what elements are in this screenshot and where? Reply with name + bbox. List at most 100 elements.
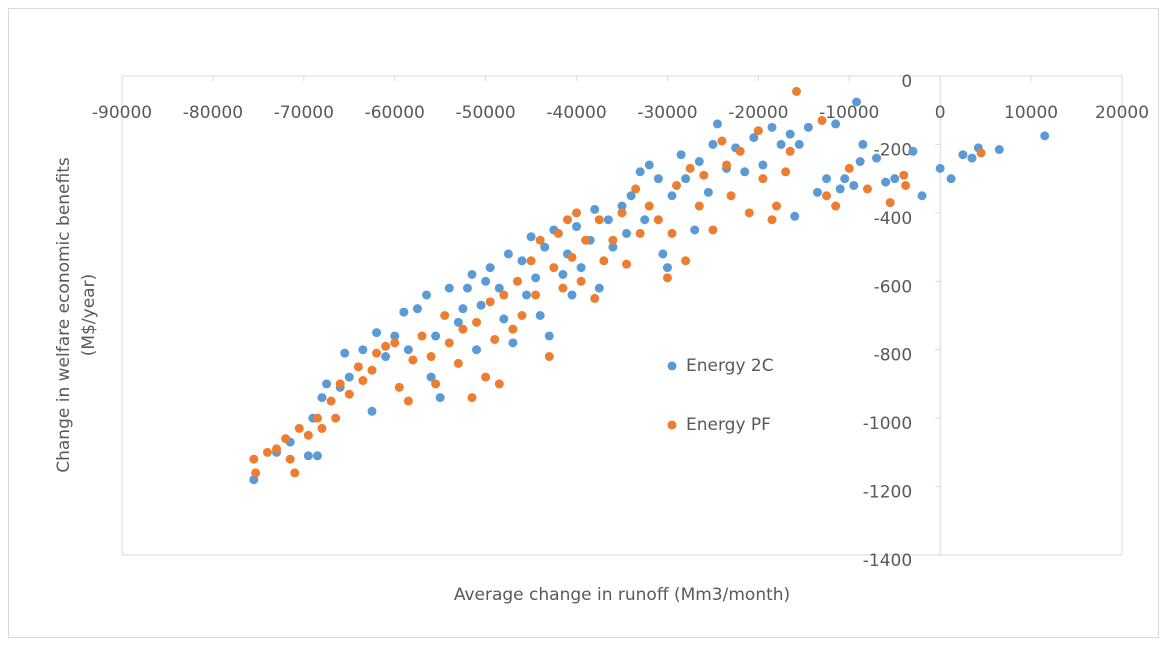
legend-label: Energy PF: [686, 415, 771, 435]
point: [531, 290, 541, 300]
point: [753, 126, 763, 136]
point: [303, 451, 313, 461]
point: [690, 225, 700, 235]
point: [658, 249, 668, 259]
point: [744, 208, 754, 218]
point: [444, 338, 454, 348]
point: [776, 139, 786, 149]
point: [899, 170, 909, 180]
x-axis-title: Average change in runoff (Mm3/month): [454, 585, 790, 605]
point: [408, 355, 418, 365]
point: [358, 345, 368, 355]
point: [603, 215, 613, 225]
point: [390, 331, 400, 341]
point: [512, 276, 522, 286]
point: [567, 290, 577, 300]
point: [590, 293, 600, 303]
point: [599, 256, 609, 266]
point: [499, 290, 509, 300]
point: [522, 290, 532, 300]
point: [499, 314, 509, 324]
x-tick-label: -30000: [637, 103, 697, 123]
point: [622, 228, 632, 238]
point: [394, 382, 404, 392]
point: [431, 379, 441, 389]
point: [708, 225, 718, 235]
point: [285, 454, 295, 464]
point: [885, 198, 895, 208]
point: [703, 187, 713, 197]
point: [835, 184, 845, 194]
point: [767, 122, 777, 132]
point: [635, 228, 645, 238]
y-tick-label: -400: [874, 209, 913, 229]
chart-border: [8, 8, 1159, 638]
y-axis-title-line: Change in welfare economic benefits: [54, 157, 74, 473]
point: [340, 348, 350, 358]
legend-marker: [667, 361, 677, 371]
point: [717, 136, 727, 146]
point: [822, 191, 832, 201]
point: [740, 167, 750, 177]
point: [485, 297, 495, 307]
point: [367, 365, 377, 375]
point: [326, 396, 336, 406]
point: [472, 317, 482, 327]
point: [617, 201, 627, 211]
point: [303, 430, 313, 440]
point: [862, 184, 872, 194]
point: [344, 389, 354, 399]
point: [852, 97, 862, 107]
point: [831, 119, 841, 129]
point: [640, 215, 650, 225]
point: [399, 307, 409, 317]
point: [872, 153, 882, 163]
point: [435, 393, 445, 403]
y-axis-title: Change in welfare economic benefits (M$/…: [54, 157, 99, 473]
point: [317, 423, 327, 433]
x-tick-label: 0: [935, 103, 946, 123]
point: [572, 222, 582, 232]
point: [644, 201, 654, 211]
x-tick-label: -40000: [546, 103, 606, 123]
point: [681, 256, 691, 266]
point: [594, 283, 604, 293]
point: [608, 235, 618, 245]
point: [526, 232, 536, 242]
point: [540, 242, 550, 252]
point: [976, 148, 986, 158]
point: [581, 235, 591, 245]
point: [676, 150, 686, 160]
point: [431, 331, 441, 341]
point: [549, 263, 559, 273]
point: [722, 160, 732, 170]
point: [576, 276, 586, 286]
point: [481, 276, 491, 286]
point: [249, 454, 259, 464]
x-tick-label: -90000: [92, 103, 152, 123]
point: [462, 283, 472, 293]
point: [412, 304, 422, 314]
point: [251, 468, 261, 478]
x-tick-label: -60000: [365, 103, 425, 123]
y-tick-label: -600: [874, 277, 913, 297]
point: [458, 324, 468, 334]
point: [426, 352, 436, 362]
point: [458, 304, 468, 314]
point: [626, 191, 636, 201]
point: [453, 317, 463, 327]
point: [494, 379, 504, 389]
point: [535, 311, 545, 320]
point: [590, 204, 600, 214]
point: [653, 174, 663, 184]
point: [490, 334, 500, 344]
point: [946, 174, 956, 184]
point: [472, 345, 482, 355]
point: [901, 180, 911, 190]
point: [844, 163, 854, 173]
point: [812, 187, 822, 197]
point: [817, 115, 827, 125]
y-tick-label: -800: [874, 346, 913, 366]
point: [608, 242, 618, 252]
